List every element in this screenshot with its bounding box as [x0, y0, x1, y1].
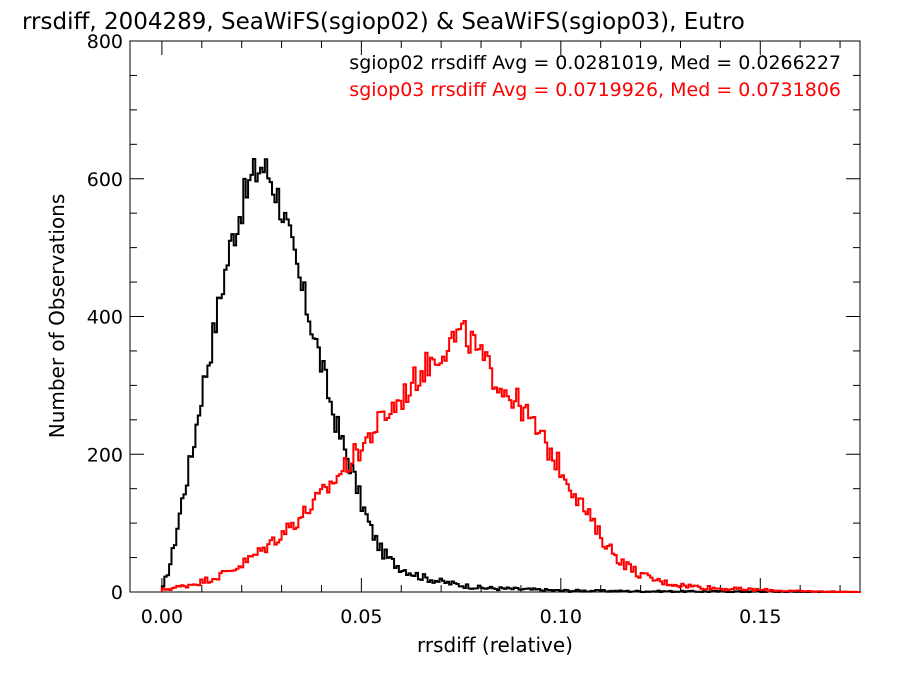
y-axis-label: Number of Observations [45, 194, 69, 439]
series-line-sgiop03 [160, 320, 861, 593]
y-tick-label: 800 [87, 31, 123, 53]
y-tick-label: 400 [87, 307, 123, 329]
x-tick-label: 0.15 [739, 606, 781, 628]
x-axis-ticks: 0.00 0.05 0.10 0.15 [141, 41, 841, 628]
x-tick-label: 0.10 [540, 606, 582, 628]
chart-title: rrsdiff, 2004289, SeaWiFS(sgiop02) & Sea… [22, 9, 745, 35]
y-tick-label: 600 [87, 169, 123, 191]
legend-annotation-sgiop02: sgiop02 rrsdiff Avg = 0.0281019, Med = 0… [349, 52, 841, 74]
y-tick-label: 0 [111, 582, 123, 604]
y-axis-ticks: 0 200 400 600 800 [87, 31, 860, 604]
series-line-sgiop02 [160, 157, 861, 593]
legend-annotation-sgiop03: sgiop03 rrsdiff Avg = 0.0719926, Med = 0… [349, 79, 841, 101]
x-tick-label: 0.05 [340, 606, 382, 628]
plot-frame [129, 40, 861, 593]
plot-area: 0 200 400 600 800 0.00 0.05 0.10 0.15 [87, 31, 861, 628]
x-axis-label: rrsdiff (relative) [417, 633, 573, 657]
y-tick-label: 200 [87, 444, 123, 466]
series-layer [160, 157, 861, 593]
x-tick-label: 0.00 [141, 606, 183, 628]
